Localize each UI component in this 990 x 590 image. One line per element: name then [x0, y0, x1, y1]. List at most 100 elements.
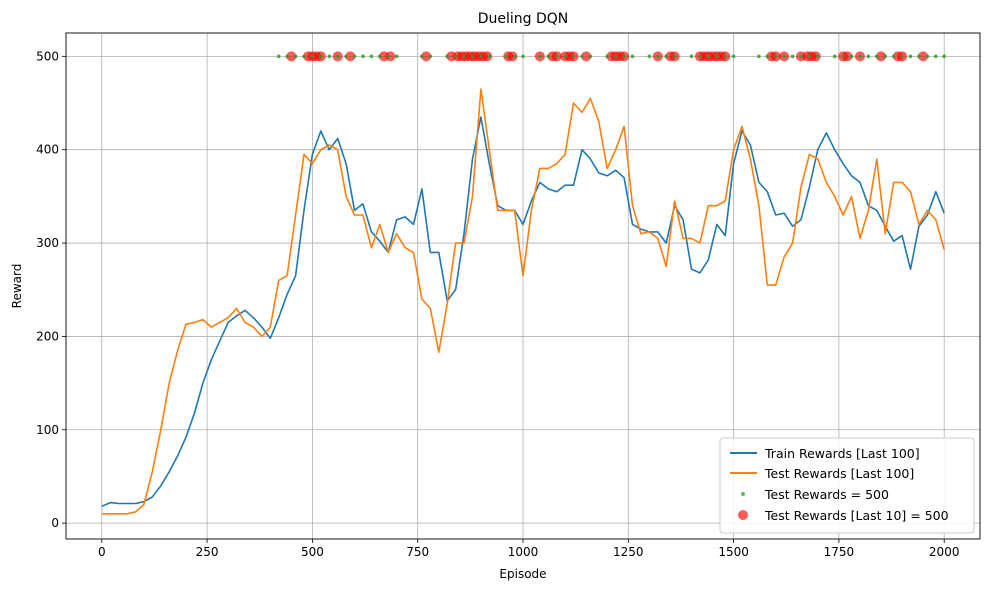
test-500-point — [369, 54, 374, 59]
test-500-point — [933, 54, 938, 59]
test-500-point — [731, 54, 736, 59]
test-500-point — [394, 54, 399, 59]
test-500-point — [622, 54, 626, 59]
test-500-point — [563, 54, 567, 59]
test-500-point — [605, 54, 610, 59]
test-500-point — [428, 54, 433, 59]
test-500-point — [706, 54, 711, 59]
test-500-point — [546, 54, 551, 59]
test-500-point — [765, 54, 770, 59]
series-layer — [101, 51, 946, 515]
tick-layer: 0 250 500 750 1000 1250 1500 1750 2000 0 100 200 300… — [36, 49, 959, 559]
test-500-point — [630, 54, 635, 59]
test-500-point — [664, 54, 669, 59]
test-500-point — [377, 54, 382, 59]
test-500-point — [293, 54, 298, 59]
test-500-point — [816, 54, 820, 59]
legend: Train Rewards [Last 100] Test Rewards [L… — [719, 437, 975, 534]
test-500-point — [782, 54, 786, 59]
last10-500-point — [286, 51, 297, 62]
test-500-point — [723, 54, 727, 59]
x-tick-label: 2000 — [929, 545, 960, 559]
test-500-point — [891, 54, 896, 59]
test-500-point — [470, 54, 475, 59]
last10-500-point — [918, 51, 929, 62]
legend-last10-label: Test Rewards [Last 10] = 500 — [764, 508, 949, 523]
last10-500-point — [507, 51, 518, 62]
test-rewards-line — [101, 88, 945, 515]
test-500-point — [875, 54, 879, 59]
y-axis-label: Reward — [10, 264, 24, 309]
test-500-point — [883, 54, 888, 59]
test-500-point — [335, 54, 340, 59]
x-tick-label: 1250 — [613, 545, 644, 559]
test-500-point — [841, 54, 845, 59]
test-500-point — [917, 54, 921, 59]
last10-500-point — [482, 51, 493, 62]
test-500-point — [714, 54, 719, 59]
test-500-point — [302, 54, 306, 59]
test-500-point — [479, 54, 483, 59]
test-500-point — [521, 54, 525, 59]
test-500-point — [908, 54, 913, 59]
test-500-point — [807, 54, 812, 59]
test-500-point — [538, 54, 542, 59]
last10-500-point — [810, 51, 821, 62]
test-500-point — [445, 54, 449, 59]
test-500-point — [487, 54, 492, 59]
test-500-point — [858, 54, 862, 59]
test-500-point — [504, 54, 508, 59]
legend-test500-label: Test Rewards = 500 — [764, 487, 889, 502]
test-500-point — [386, 54, 391, 59]
y-tick-label: 100 — [36, 423, 59, 437]
last10-500-point — [421, 51, 432, 62]
legend-train-label: Train Rewards [Last 100] — [764, 446, 920, 461]
last10-500-point — [385, 51, 396, 62]
test-500-point — [613, 54, 618, 59]
y-tick-label: 400 — [36, 143, 59, 157]
test-500-point — [925, 54, 930, 59]
x-axis-label: Episode — [499, 567, 546, 581]
y-tick-label: 500 — [36, 49, 59, 63]
last10-500-point — [842, 51, 853, 62]
test-500-point — [832, 54, 837, 59]
test-500-point — [757, 54, 761, 59]
x-tick-label: 0 — [98, 545, 106, 559]
x-tick-label: 500 — [301, 545, 324, 559]
test-500-point — [849, 54, 854, 59]
test-500-point — [900, 54, 904, 59]
test-500-point — [352, 54, 357, 59]
legend-box — [719, 437, 975, 534]
x-tick-label: 1750 — [824, 545, 855, 559]
chart-title: Dueling DQN — [478, 11, 569, 27]
legend-test500-swatch — [741, 492, 745, 496]
test-500-point — [319, 54, 323, 59]
test-500-point — [942, 54, 946, 59]
test-500-point — [285, 54, 289, 59]
test-500-point — [420, 54, 424, 59]
test-500-point — [276, 54, 281, 59]
test-500-point — [512, 54, 517, 59]
test-500-point — [655, 54, 660, 59]
test-500-point — [698, 54, 702, 59]
test-500-point — [571, 54, 576, 59]
test-500-point — [799, 54, 803, 59]
test-500-point — [773, 54, 778, 59]
legend-test-label: Test Rewards [Last 100] — [764, 466, 914, 481]
test-500-point — [672, 54, 677, 59]
test-500-point — [647, 54, 652, 59]
x-tick-label: 250 — [196, 545, 219, 559]
test-500-point — [588, 54, 593, 59]
test-500-point — [689, 54, 694, 59]
test-500-point — [462, 54, 466, 59]
x-tick-label: 1500 — [718, 545, 749, 559]
last10-500-point — [581, 51, 592, 62]
test-500-point — [310, 54, 315, 59]
x-tick-label: 750 — [406, 545, 429, 559]
test-500-point — [580, 54, 584, 59]
last10-500-point — [345, 51, 356, 62]
y-tick-label: 300 — [36, 236, 59, 250]
test-500-point — [790, 54, 795, 59]
test-500-point — [866, 54, 871, 59]
